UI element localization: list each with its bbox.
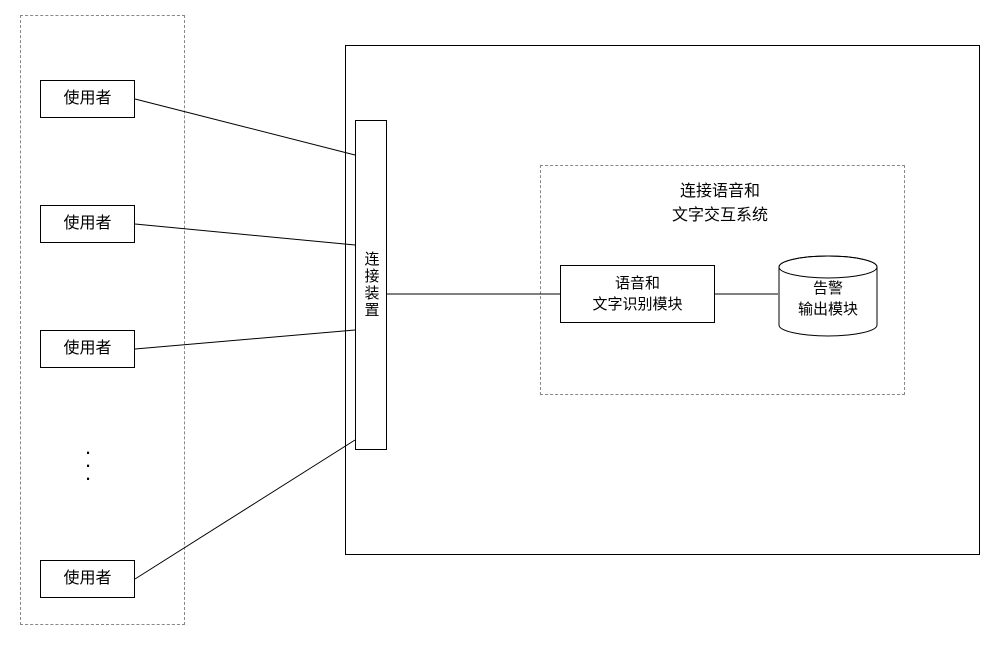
recognition-module: 语音和 文字识别模块 (560, 265, 715, 323)
alarm-label: 告警 输出模块 (778, 278, 878, 320)
subsystem-title: 连接语音和 文字交互系统 (620, 180, 820, 228)
user-node-2: 使用者 (40, 330, 135, 368)
user-node-0: 使用者 (40, 80, 135, 118)
ellipsis-icon: ... (78, 440, 98, 480)
connector-label: 连接装置 (361, 251, 382, 319)
user-label: 使用者 (63, 213, 111, 235)
user-label: 使用者 (63, 568, 111, 590)
user-label: 使用者 (63, 338, 111, 360)
alarm-label-l1: 告警 (778, 278, 878, 299)
connector-device: 连接装置 (355, 120, 387, 450)
alarm-label-l2: 输出模块 (778, 299, 878, 320)
module-label-l2: 文字识别模块 (592, 294, 682, 315)
subsystem-title-line2: 文字交互系统 (620, 204, 820, 228)
user-label: 使用者 (63, 88, 111, 110)
subsystem-title-line1: 连接语音和 (620, 180, 820, 204)
user-node-3: 使用者 (40, 560, 135, 598)
user-node-1: 使用者 (40, 205, 135, 243)
module-label-l1: 语音和 (592, 273, 682, 294)
